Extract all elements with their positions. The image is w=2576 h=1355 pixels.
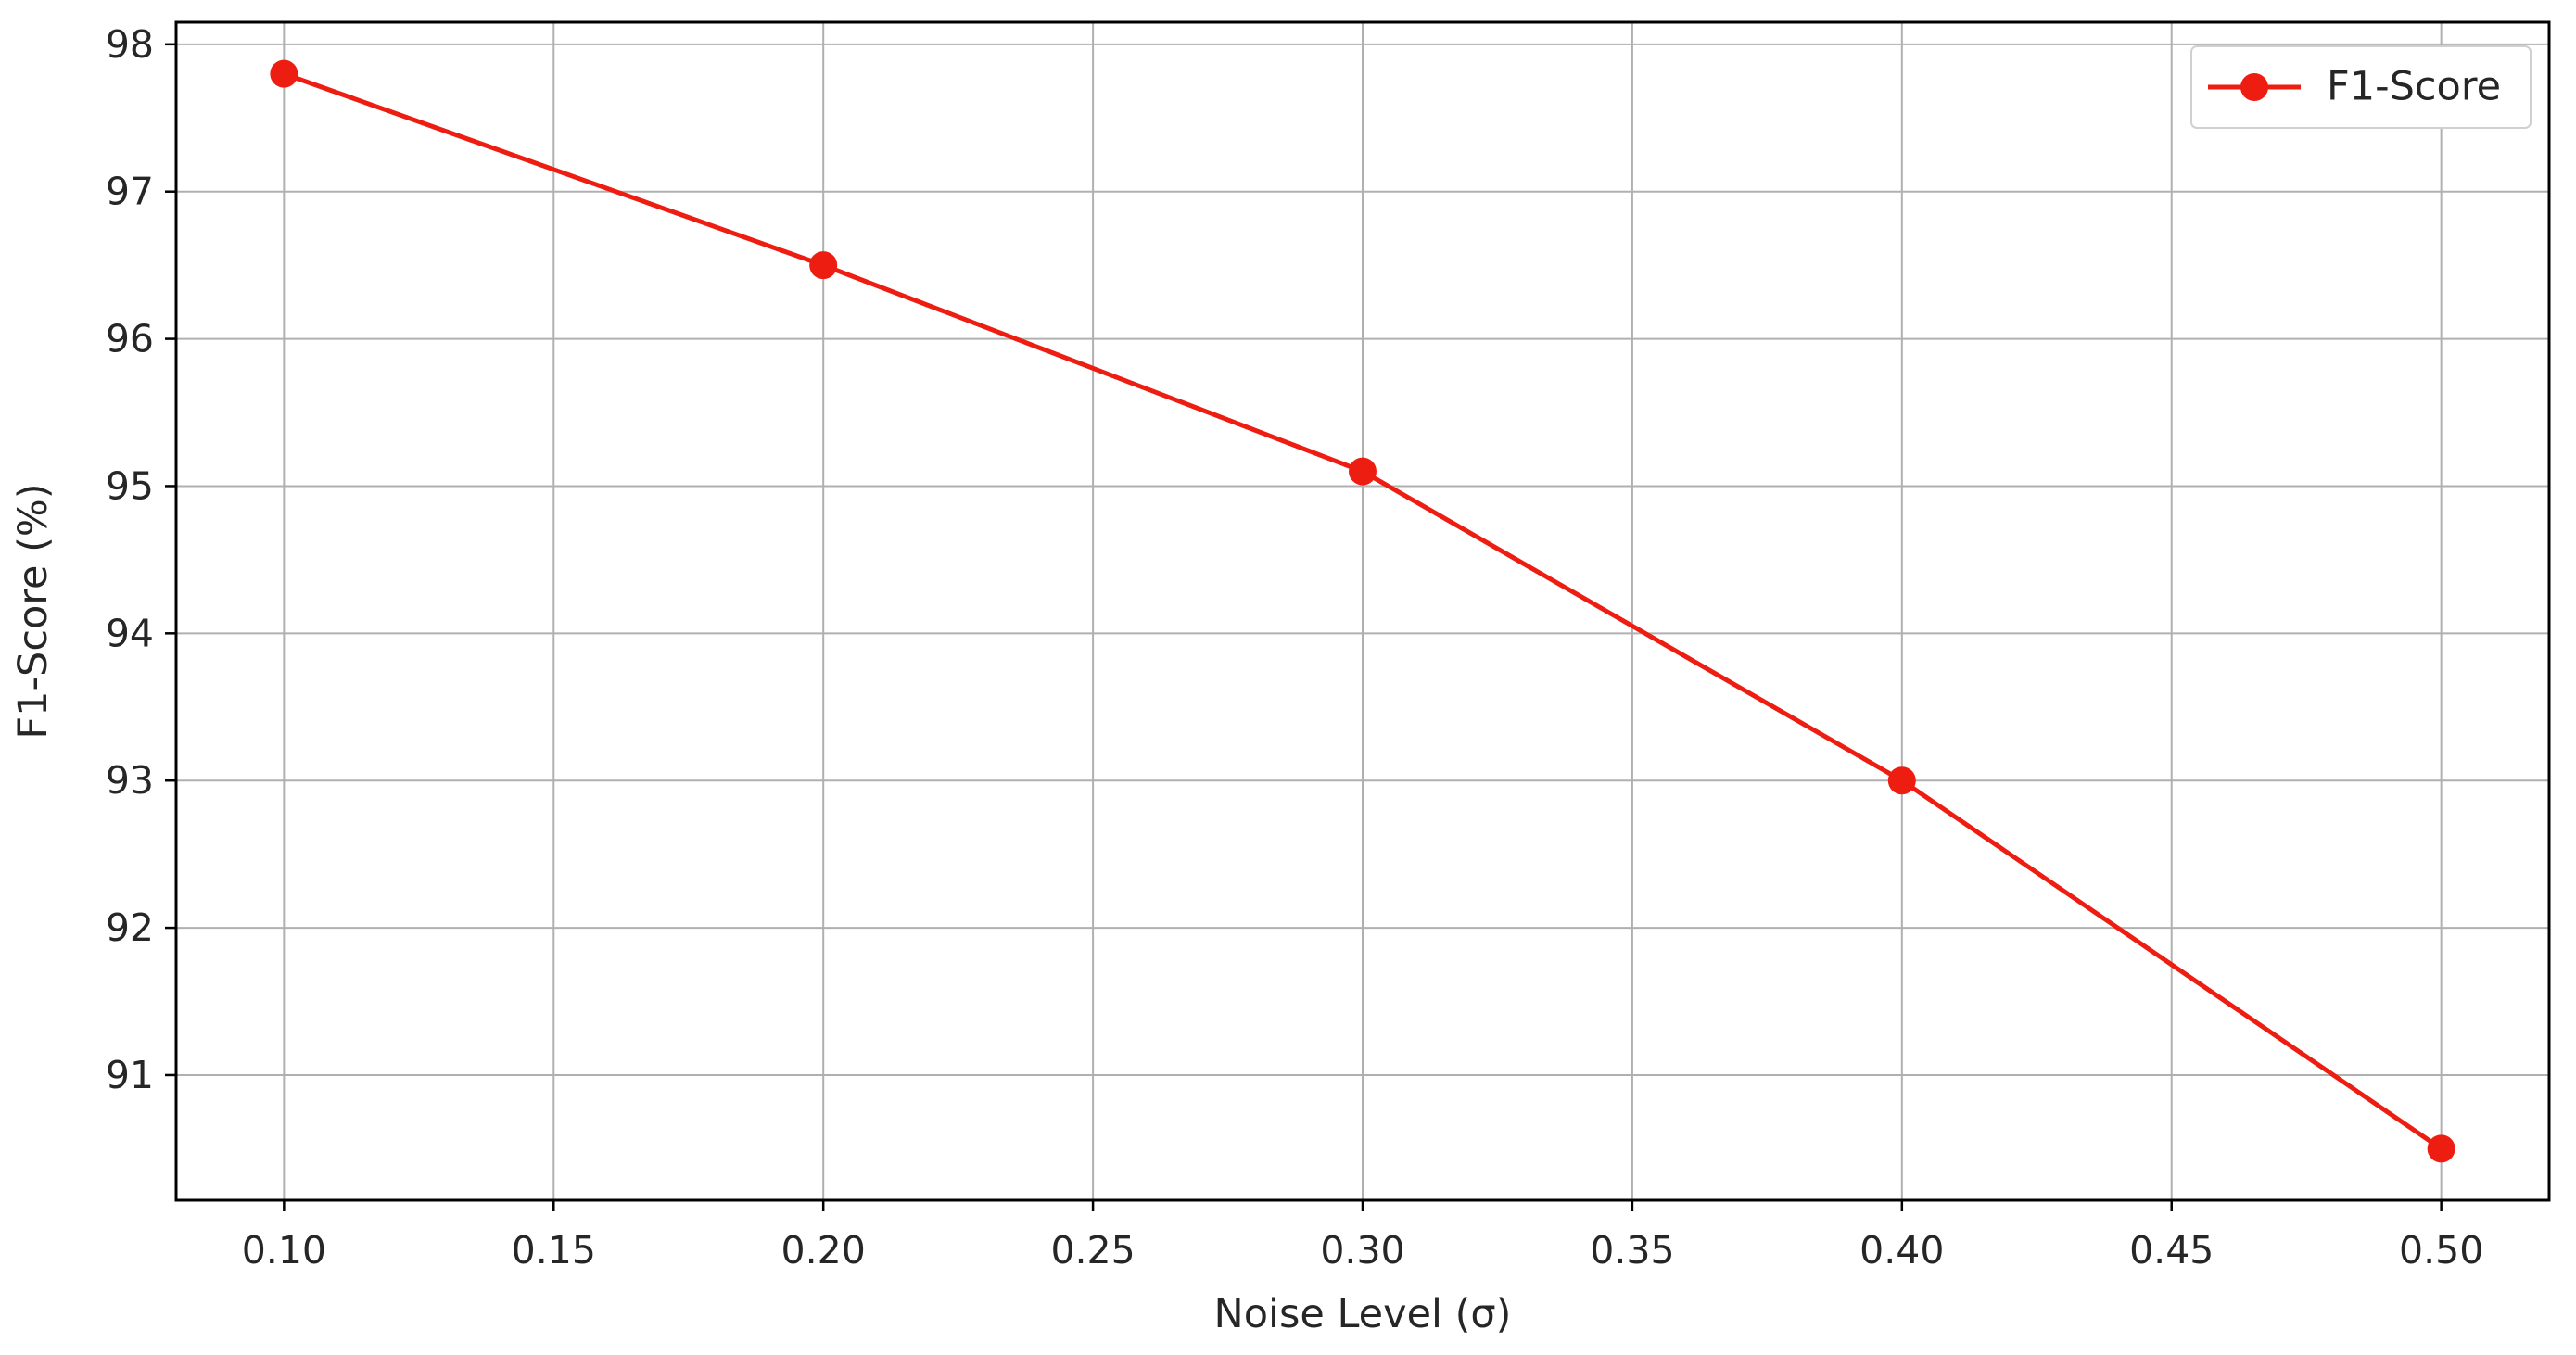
y-tick-label: 91 (106, 1053, 154, 1097)
x-axis-label: Noise Level (σ) (1214, 1291, 1512, 1337)
x-tick-label: 0.45 (2129, 1228, 2214, 1273)
plot-area-frame (174, 20, 2551, 1202)
data-point (270, 59, 298, 88)
x-tick-label: 0.40 (1859, 1228, 1944, 1273)
x-tick-label: 0.20 (781, 1228, 866, 1273)
axis-ticks: 0.10 0.15 0.20 0.25 0.30 0.35 0.40 0.45 0.50 91 92… (106, 22, 2483, 1273)
x-tick-label: 0.50 (2399, 1228, 2483, 1273)
x-tick-label: 0.30 (1320, 1228, 1404, 1273)
legend-marker (2240, 73, 2268, 101)
y-tick-label: 98 (106, 22, 154, 67)
x-tick-label: 0.25 (1050, 1228, 1135, 1273)
y-tick-label: 94 (106, 611, 154, 655)
legend: F1-Score (2190, 45, 2532, 129)
data-point (1349, 457, 1377, 486)
y-tick-label: 96 (106, 317, 154, 361)
y-axis-label: F1-Score (%) (10, 483, 57, 739)
y-tick-label: 97 (106, 170, 154, 214)
y-tick-label: 92 (106, 905, 154, 950)
y-tick-label: 95 (106, 463, 154, 508)
x-tick-label: 0.15 (512, 1228, 596, 1273)
legend-box (2190, 45, 2532, 129)
data-point (2427, 1134, 2455, 1163)
x-tick-label: 0.35 (1590, 1228, 1674, 1273)
data-point (809, 251, 838, 280)
y-tick-label: 93 (106, 758, 154, 803)
x-tick-label: 0.10 (242, 1228, 326, 1273)
series-layer (270, 59, 2455, 1163)
data-point (1887, 766, 1916, 795)
legend-entry-f1-score: F1-Score (2327, 64, 2501, 110)
grid-lines (176, 22, 2549, 1200)
